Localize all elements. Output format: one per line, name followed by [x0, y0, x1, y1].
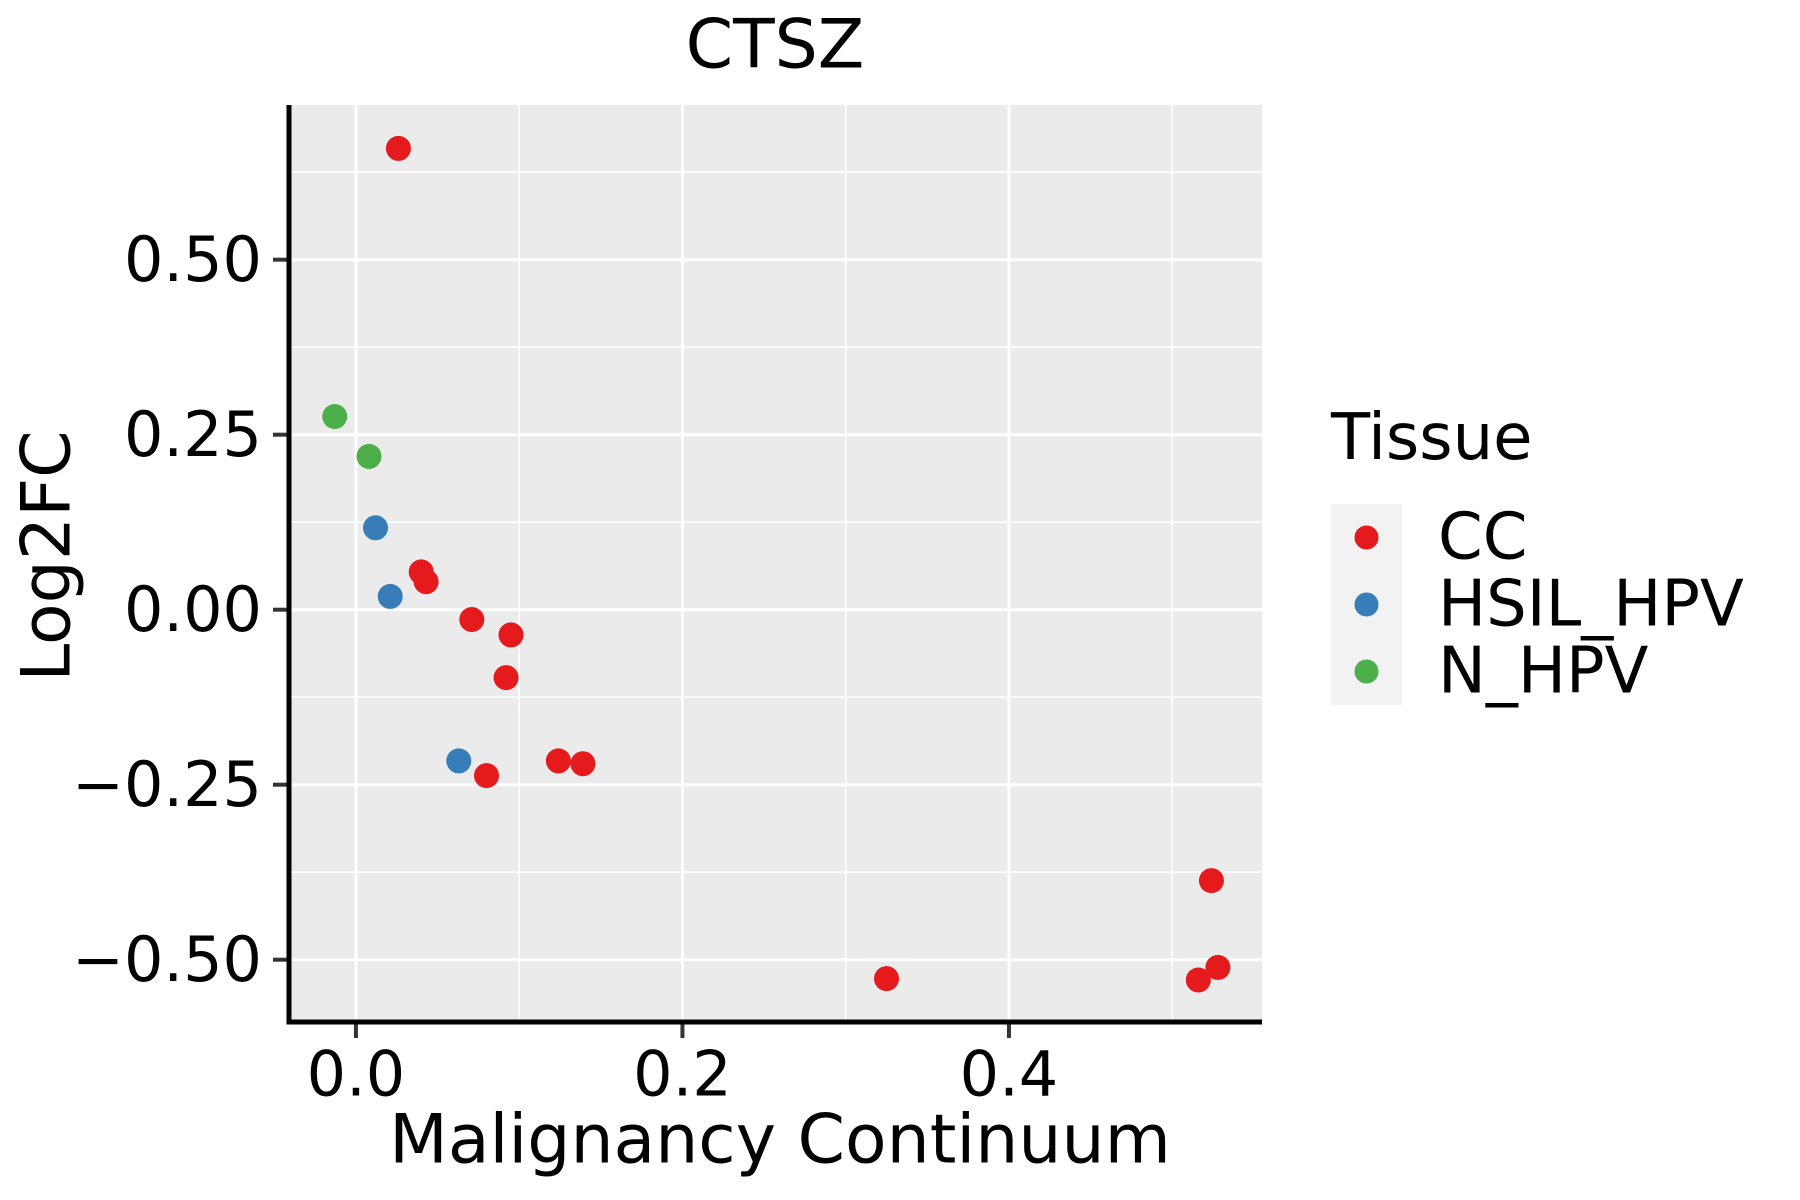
panel-background: [289, 105, 1262, 1022]
data-point-cc: [385, 135, 411, 161]
x-tick-label: 0.2: [633, 1038, 732, 1111]
data-point-hsil_hpv: [377, 583, 403, 609]
y-tick-label: 0.25: [124, 398, 262, 471]
data-point-n_hpv: [356, 443, 382, 469]
data-points-layer: [322, 135, 1231, 993]
legend-dot-cc: [1354, 525, 1379, 550]
data-point-cc: [413, 569, 439, 595]
legend-label: HSIL_HPV: [1438, 568, 1744, 642]
y-tick-label: −0.25: [72, 748, 262, 821]
legend-title: Tissue: [1330, 401, 1533, 475]
y-tick-label: 0.50: [124, 223, 262, 296]
data-point-cc: [1185, 967, 1211, 993]
data-point-hsil_hpv: [363, 515, 388, 541]
x-tick-label: 0.0: [307, 1038, 406, 1111]
x-tick-label: 0.4: [960, 1038, 1059, 1111]
data-point-cc: [874, 966, 899, 992]
data-point-cc: [459, 607, 485, 632]
data-point-cc: [1198, 868, 1224, 894]
data-point-cc: [1205, 954, 1231, 980]
plot-panel: [289, 105, 1262, 1022]
y-axis-title: Log2FC: [8, 430, 87, 681]
data-point-n_hpv: [322, 404, 348, 429]
legend-label: CC: [1438, 501, 1527, 575]
data-point-cc: [545, 748, 571, 774]
data-point-cc: [498, 622, 524, 648]
y-tick-label: 0.00: [124, 573, 262, 646]
data-point-cc: [493, 665, 519, 691]
data-point-cc: [570, 751, 596, 777]
axes-layer: 0.0 0.2 0.4 0.50 0.25 0.00 −0.25 −0.50: [72, 105, 1262, 1111]
x-axis-title: Malignancy Continuum: [389, 1101, 1171, 1180]
legend-dot-n_hpv: [1354, 659, 1379, 684]
plot-title: CTSZ: [686, 6, 865, 85]
y-tick-label: −0.50: [72, 923, 262, 996]
data-point-cc: [474, 763, 499, 789]
legend-label: N_HPV: [1438, 635, 1649, 709]
data-point-hsil_hpv: [446, 748, 472, 774]
legend-dot-hsil_hpv: [1354, 592, 1379, 617]
